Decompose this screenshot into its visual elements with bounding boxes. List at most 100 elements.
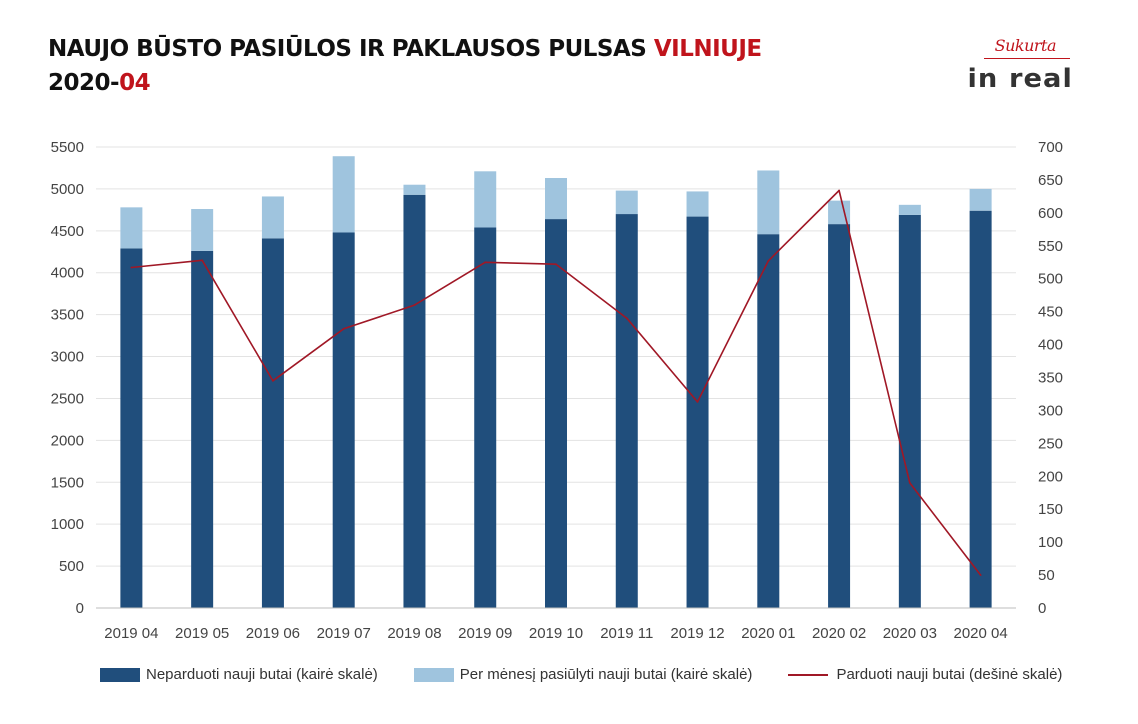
y-right-tick-label: 650: [1038, 172, 1063, 189]
bar-offered: [828, 200, 851, 225]
x-tick-label: 2020 04: [953, 625, 1007, 642]
x-tick-label: 2019 10: [529, 625, 583, 642]
x-tick-label: 2020 01: [741, 625, 795, 642]
y-left-tick-label: 3500: [51, 307, 84, 324]
legend-label-offered: Per mėnesį pasiūlyti nauji butai (kairė …: [459, 666, 753, 683]
bar-offered: [403, 184, 426, 195]
bar-offered: [757, 170, 780, 235]
bar-offered: [969, 188, 992, 211]
legend-item-sold: Parduoti nauji butai (dešinė skalė): [788, 666, 1062, 683]
y-right-tick-label: 300: [1038, 402, 1063, 419]
x-tick-label: 2019 04: [104, 625, 158, 642]
bar-unsold: [969, 210, 992, 608]
line-sold-point: [625, 317, 628, 320]
y-left-tick-label: 4500: [51, 223, 84, 240]
y-right-tick-label: 600: [1038, 205, 1063, 222]
bar-unsold: [261, 238, 284, 608]
x-tick-label: 2019 11: [600, 625, 653, 642]
x-tick-label: 2020 02: [812, 625, 866, 642]
line-sold-point: [696, 400, 699, 403]
y-right-tick-label: 550: [1038, 238, 1063, 255]
legend-swatch-offered: [413, 667, 454, 682]
x-tick-label: 2019 09: [458, 625, 512, 642]
y-right-tick-label: 100: [1038, 534, 1063, 551]
logo-brand-text: in real: [967, 64, 1073, 94]
bar-offered: [898, 204, 921, 215]
line-sold-point: [555, 263, 557, 266]
y-left-tick-label: 4000: [51, 265, 84, 282]
bar-offered: [120, 207, 143, 249]
bar-offered: [332, 156, 355, 233]
x-tick-label: 2019 07: [317, 625, 371, 642]
bar-offered: [474, 171, 497, 228]
legend-item-offered: Per mėnesį pasiūlyti nauji butai (kairė …: [413, 666, 753, 683]
line-sold-point: [484, 261, 487, 264]
chart-title-text: NAUJO BŪSTO PASIŪLOS IR PAKLAUSOS PULSAS: [48, 36, 654, 62]
y-left-tick-label: 2500: [51, 390, 84, 407]
chart-subtitle-month: 04: [119, 70, 151, 96]
y-left-tick-label: 500: [59, 558, 84, 575]
logo-sukurta-text: Sukurta: [994, 36, 1057, 55]
line-sold-point: [908, 481, 911, 484]
y-right-tick-label: 450: [1038, 304, 1063, 321]
y-left-tick-label: 1500: [51, 474, 84, 491]
y-right-tick-label: 150: [1038, 501, 1063, 518]
bar-unsold: [615, 214, 638, 608]
x-tick-label: 2019 12: [670, 625, 724, 642]
y-right-tick-label: 250: [1038, 435, 1063, 452]
bar-unsold: [898, 214, 921, 608]
y-right-tick-label: 500: [1038, 271, 1063, 288]
x-tick-label: 2019 06: [246, 625, 300, 642]
line-sold-point: [130, 266, 133, 269]
y-right-tick-label: 400: [1038, 337, 1063, 354]
bar-unsold: [120, 248, 143, 609]
bars-layer: [120, 156, 992, 609]
bar-unsold: [686, 216, 709, 608]
bar-offered: [191, 209, 214, 251]
x-tick-label: 2019 08: [387, 625, 441, 642]
line-sold-point: [413, 304, 416, 306]
bar-offered: [545, 178, 567, 220]
bar-unsold: [403, 194, 426, 608]
chart-title-city: VILNIUJE: [653, 36, 762, 62]
legend-item-unsold: Neparduoti nauji butai (kairė skalė): [100, 666, 378, 683]
bar-unsold: [191, 250, 214, 608]
line-sold-point: [201, 259, 204, 262]
line-sold-point: [838, 189, 840, 192]
legend: Neparduoti nauji butai (kairė skalė) Per…: [100, 666, 1098, 683]
y-right-tick-label: 200: [1038, 468, 1063, 485]
y-left-tick-label: 5000: [51, 181, 84, 198]
bar-offered: [686, 191, 709, 217]
bar-unsold: [332, 232, 355, 608]
y-right-tick-label: 350: [1038, 370, 1063, 387]
chart-subtitle-year: 2020-: [48, 70, 120, 96]
bar-unsold: [474, 227, 497, 608]
x-tick-label: 2020 03: [883, 625, 937, 642]
y-right-tick-label: 700: [1038, 139, 1063, 156]
chart-title: NAUJO BŪSTO PASIŪLOS IR PAKLAUSOS PULSAS…: [48, 32, 762, 66]
bar-offered: [615, 190, 638, 215]
y-left-tick-label: 0: [76, 600, 84, 617]
y-left-tick-label: 1000: [51, 516, 84, 533]
logo-rule: [984, 58, 1070, 59]
axes-layer: 0500100015002000250030003500400045005000…: [51, 139, 1063, 642]
legend-label-sold: Parduoti nauji butai (dešinė skalė): [836, 666, 1063, 683]
y-left-tick-label: 5500: [51, 139, 84, 156]
bar-unsold: [757, 234, 780, 609]
y-right-tick-label: 0: [1038, 600, 1046, 617]
line-sold-point: [342, 327, 345, 330]
line-sold-point: [767, 260, 770, 262]
line-sold-point: [979, 574, 982, 576]
x-tick-label: 2019 05: [175, 625, 229, 642]
y-left-tick-label: 2000: [51, 432, 84, 449]
line-sold-point: [272, 379, 274, 382]
legend-swatch-sold: [788, 673, 829, 676]
bar-unsold: [828, 224, 851, 608]
title-block: NAUJO BŪSTO PASIŪLOS IR PAKLAUSOS PULSAS…: [48, 32, 762, 100]
bar-offered: [261, 196, 284, 239]
bar-unsold: [545, 219, 567, 609]
y-right-tick-label: 50: [1038, 567, 1055, 584]
y-left-tick-label: 3000: [51, 349, 84, 366]
chart-subtitle: 2020-04: [48, 66, 762, 100]
